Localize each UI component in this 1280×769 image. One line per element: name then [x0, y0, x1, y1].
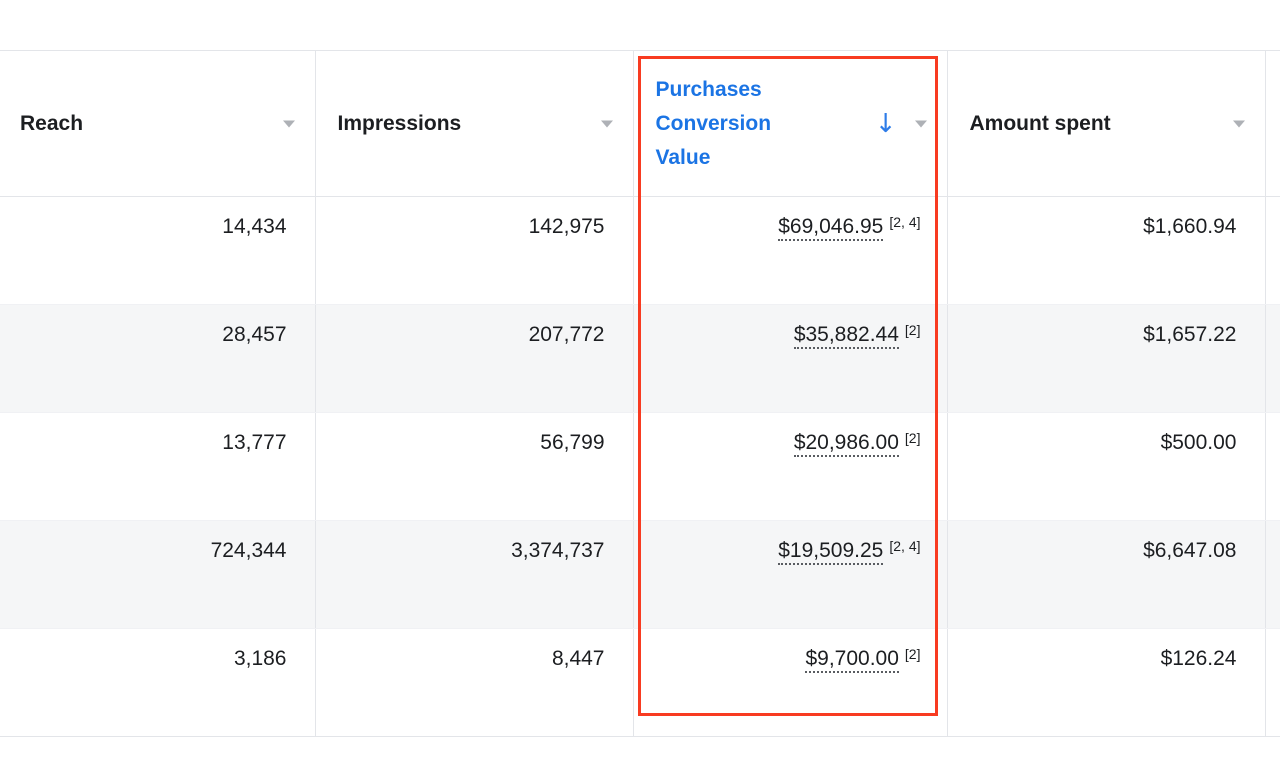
- purchases-conversion-value-cell: $9,700.00 [2]: [633, 628, 948, 737]
- column-label-amount-spent: Amount spent: [969, 111, 1111, 135]
- reach-cell: 13,777: [0, 412, 316, 521]
- impressions-cell: 56,799: [315, 412, 634, 521]
- clipped-cell: [1265, 196, 1280, 305]
- table-row: 724,344 3,374,737 $19,509.25 [2, 4] $6,64…: [0, 520, 1280, 629]
- chevron-down-icon[interactable]: [282, 120, 295, 127]
- chevron-down-icon[interactable]: [914, 120, 927, 127]
- footnote-marker: [2, 4]: [889, 538, 921, 554]
- table-row: 14,434 142,975 $69,046.95 [2, 4] $1,660.9…: [0, 196, 1280, 305]
- reach-cell: 14,434: [0, 196, 316, 305]
- column-header-reach[interactable]: Reach: [0, 50, 316, 197]
- purchases-conversion-value-cell: $19,509.25 [2, 4]: [633, 520, 948, 629]
- column-header-purchases-conversion-value[interactable]: Purchases Conversion Value ↓: [633, 50, 948, 197]
- metric-value-link[interactable]: $9,700.00: [805, 647, 899, 673]
- clipped-cell: [1265, 628, 1280, 737]
- chevron-down-icon[interactable]: [600, 120, 613, 127]
- impressions-cell: 142,975: [315, 196, 634, 305]
- footnote-marker: [2]: [904, 430, 921, 446]
- reach-cell: 3,186: [0, 628, 316, 737]
- table-row: 13,777 56,799 $20,986.00 [2] $500.00: [0, 412, 1280, 521]
- impressions-cell: 207,772: [315, 304, 634, 413]
- amount-spent-cell: $1,657.22: [947, 304, 1266, 413]
- clipped-cell: [1265, 304, 1280, 413]
- clipped-cell: [1265, 520, 1280, 629]
- column-header-clipped: [1265, 50, 1280, 197]
- column-label-reach: Reach: [20, 111, 84, 135]
- sort-descending-icon[interactable]: ↓: [874, 108, 897, 139]
- column-header-impressions[interactable]: Impressions: [315, 50, 634, 197]
- header-row: Reach Impressions Purchases Conversion V…: [0, 50, 1280, 197]
- metrics-table: Reach Impressions Purchases Conversion V…: [0, 50, 1280, 737]
- table-row: 3,186 8,447 $9,700.00 [2] $126.24: [0, 628, 1280, 737]
- footnote-marker: [2]: [904, 646, 921, 662]
- metric-value-link[interactable]: $69,046.95: [778, 215, 884, 241]
- column-label-impressions: Impressions: [337, 111, 462, 135]
- footnote-marker: [2]: [904, 322, 921, 338]
- table-row: 28,457 207,772 $35,882.44 [2] $1,657.22: [0, 304, 1280, 413]
- column-label-purchases-conversion-value: Purchases Conversion Value: [655, 77, 772, 169]
- purchases-conversion-value-cell: $35,882.44 [2]: [633, 304, 948, 413]
- purchases-conversion-value-cell: $69,046.95 [2, 4]: [633, 196, 948, 305]
- reach-cell: 724,344: [0, 520, 316, 629]
- metric-value-link[interactable]: $19,509.25: [778, 539, 884, 565]
- amount-spent-cell: $500.00: [947, 412, 1266, 521]
- amount-spent-cell: $6,647.08: [947, 520, 1266, 629]
- metric-value-link[interactable]: $20,986.00: [793, 431, 899, 457]
- clipped-cell: [1265, 412, 1280, 521]
- amount-spent-cell: $126.24: [947, 628, 1266, 737]
- chevron-down-icon[interactable]: [1232, 120, 1245, 127]
- metric-value-link[interactable]: $35,882.44: [793, 323, 899, 349]
- reach-cell: 28,457: [0, 304, 316, 413]
- column-header-amount-spent[interactable]: Amount spent: [947, 50, 1266, 197]
- impressions-cell: 8,447: [315, 628, 634, 737]
- footnote-marker: [2, 4]: [889, 214, 921, 230]
- amount-spent-cell: $1,660.94: [947, 196, 1266, 305]
- purchases-conversion-value-cell: $20,986.00 [2]: [633, 412, 948, 521]
- impressions-cell: 3,374,737: [315, 520, 634, 629]
